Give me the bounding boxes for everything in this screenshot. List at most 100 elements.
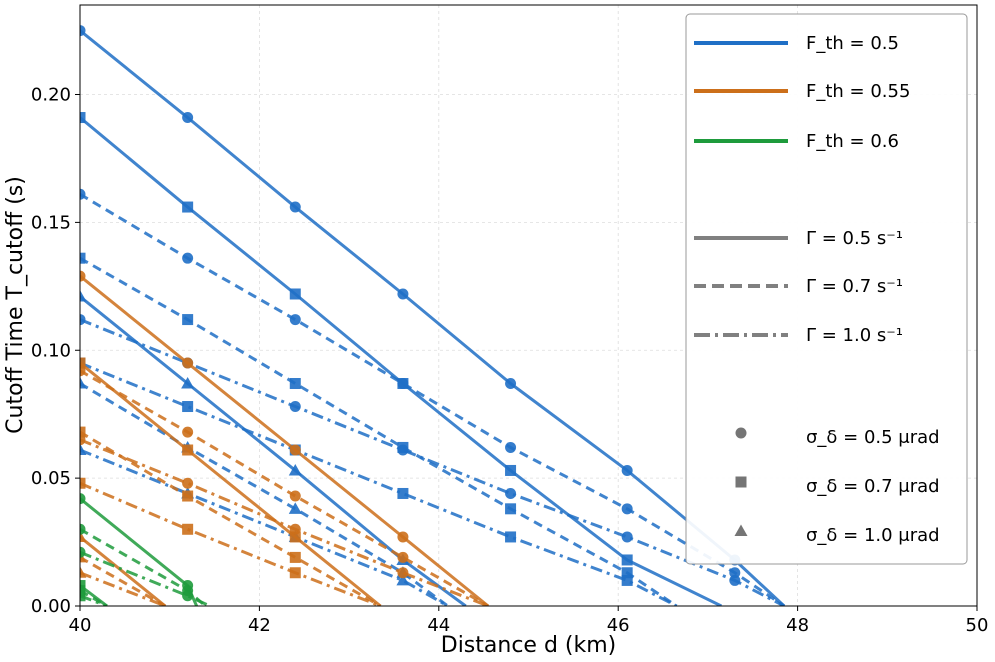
data-point-marker [289,531,301,543]
data-point-marker [505,503,517,515]
series-line [80,430,382,606]
data-point-marker [621,574,633,586]
y-tick-label: 0.05 [31,468,71,489]
legend-label-fth: F_th = 0.5 [806,33,899,54]
data-point-marker [505,378,517,390]
data-point-marker [182,490,194,502]
series-line [80,556,166,606]
data-point-marker [80,365,86,377]
x-tick-label: 42 [248,615,271,636]
legend: F_th = 0.5 F_th = 0.55 F_th = 0.6 Γ = 0.5 s… [685,13,968,565]
data-point-marker [182,426,194,438]
series-fth-0.55-gamma-0.7-sigma-0.5 [80,365,489,606]
data-point-marker [182,314,194,326]
data-point-marker [621,531,633,543]
series-fth-0.55-gamma-0.7-sigma-0.7 [80,426,382,606]
data-point-marker [621,464,633,476]
data-point-marker [396,573,410,586]
legend-label-gamma: Γ = 0.5 s⁻¹ [806,228,903,249]
legend-label-fth: F_th = 0.6 [806,131,899,152]
data-point-marker [505,464,517,476]
plot-frame [79,4,978,607]
legend-marker-sigma [735,427,747,439]
data-point-marker [289,401,301,413]
data-point-marker [181,377,195,389]
data-point-marker [729,567,741,579]
series-fth-0.6-gamma-1.0-sigma-0.7 [80,590,108,606]
data-point-marker [505,531,517,543]
x-tick-label: 40 [69,615,92,636]
legend-marker-sigma [734,524,748,536]
data-point-marker [289,490,301,502]
data-point-marker [397,531,409,543]
data-point-marker [80,590,86,602]
series-line [80,361,382,606]
series-line [80,571,166,606]
data-point-marker [288,502,302,514]
series-fth-0.55-gamma-0.5-sigma-0.5 [80,270,490,606]
y-tick-label: 0.10 [31,340,71,361]
series-line [80,369,489,606]
series-line [80,550,211,606]
data-point-marker [182,590,194,602]
data-point-marker [80,314,86,326]
data-point-marker [288,463,302,476]
legend-label-fth: F_th = 0.55 [806,81,910,102]
data-point-marker [621,503,633,515]
data-point-marker [80,25,86,37]
data-point-marker [80,290,87,302]
x-tick-label: 50 [966,615,989,636]
data-point-marker [80,443,87,455]
series-fth-0.55-gamma-1.0-sigma-1.0 [80,566,166,606]
data-point-marker [182,201,194,213]
series-fth-0.55-gamma-1.0-sigma-0.5 [80,434,489,606]
data-point-marker [505,441,517,453]
data-point-marker [621,567,633,579]
data-point-marker [397,378,409,390]
data-point-marker [182,523,194,535]
data-point-marker [80,188,86,200]
data-point-marker [182,477,194,489]
data-point-marker [289,444,301,456]
data-point-marker [80,566,87,578]
data-point-marker [182,444,194,456]
legend-label-gamma: Γ = 1.0 s⁻¹ [806,325,903,346]
data-point-marker [80,493,86,505]
data-point-marker [80,426,86,438]
data-point-marker [80,270,86,282]
y-axis-label: Cutoff Time T_cutoff (s) [3,176,28,434]
data-point-marker [397,288,409,300]
series-fth-0.55-gamma-0.5-sigma-0.7 [80,357,382,606]
x-tick-label: 44 [427,615,450,636]
data-point-marker [80,546,86,558]
data-point-marker [397,444,409,456]
data-point-marker [80,252,86,264]
legend-marker-sigma [735,476,747,488]
y-tick-label: 0.15 [31,212,71,233]
y-tick-label: 0.00 [31,596,71,617]
data-point-marker [397,551,409,563]
legend-box [685,13,968,565]
axis-ticks: 40 42 44 46 48 50 0.00 0.05 0.10 0.15 0.20 [31,85,989,636]
data-point-marker [80,523,86,535]
x-tick-label: 46 [607,615,630,636]
legend-label-sigma: σ_δ = 0.5 μrad [806,427,940,448]
series-line [80,382,449,606]
data-point-marker [80,377,87,389]
series-line [80,318,785,606]
data-point-marker [182,112,194,124]
legend-label-gamma: Γ = 0.7 s⁻¹ [806,276,903,297]
data-point-marker [505,487,517,499]
legend-label-sigma: σ_δ = 0.7 μrad [806,476,940,497]
data-point-marker [80,477,86,489]
data-point-marker [729,574,741,586]
data-point-marker [289,523,301,535]
data-point-marker [289,551,301,563]
series-line [80,535,167,606]
data-point-marker [397,487,409,499]
data-point-marker [182,252,194,264]
data-series [80,25,786,606]
y-tick-label: 0.20 [31,85,71,106]
x-axis-label: Distance d (km) [441,633,616,658]
